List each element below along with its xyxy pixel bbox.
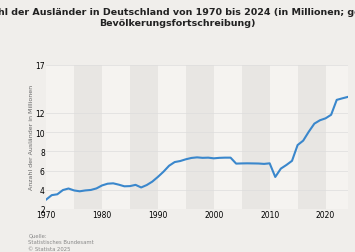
Bar — [297, 66, 326, 209]
Bar — [74, 66, 102, 209]
Bar — [186, 66, 214, 209]
Bar — [326, 66, 354, 209]
Bar — [214, 66, 242, 209]
Text: Anzahl der Ausländer in Deutschland von 1970 bis 2024 (in Millionen; gemäß
Bevöl: Anzahl der Ausländer in Deutschland von … — [0, 8, 355, 28]
Text: Quelle:
Statistisches Bundesamt
© Statista 2025: Quelle: Statistisches Bundesamt © Statis… — [28, 233, 94, 251]
Bar — [46, 66, 74, 209]
Bar — [242, 66, 270, 209]
Bar — [102, 66, 130, 209]
Bar — [158, 66, 186, 209]
Bar — [130, 66, 158, 209]
Y-axis label: Anzahl der Ausländer in Millionen: Anzahl der Ausländer in Millionen — [29, 85, 34, 190]
Bar — [270, 66, 297, 209]
